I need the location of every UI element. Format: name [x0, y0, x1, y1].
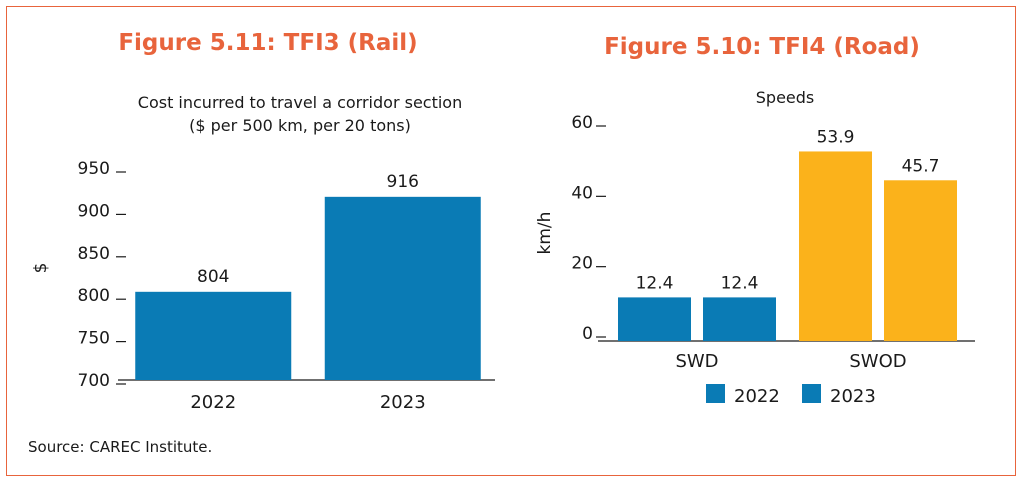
rail-x-tick-label: 2023 — [380, 392, 426, 413]
road-x-tick-label: SWOD — [849, 351, 906, 372]
rail-chart-subtitle-line1: Cost incurred to travel a corridor secti… — [138, 93, 462, 112]
rail-y-axis-label: $ — [31, 263, 51, 274]
rail-bar — [324, 196, 481, 380]
rail-y-tick-label: 850 — [78, 244, 110, 264]
road-bar — [703, 297, 776, 341]
road-chart: 0 20 40 60 12.4 12.4 SWD 53.9 45.7 SWOD 2022 2023 — [571, 113, 975, 407]
rail-y-tick-label: 750 — [78, 329, 110, 349]
road-chart-title: Figure 5.10: TFI4 (Road) — [604, 34, 920, 60]
road-bar — [618, 297, 691, 341]
rail-data-label: 916 — [387, 172, 419, 192]
rail-chart: 700 750 800 850 900 950 804 2022 916 2023 — [78, 159, 495, 413]
road-data-label: 45.7 — [902, 156, 940, 176]
road-y-tick-label: 40 — [571, 183, 593, 203]
road-y-tick-label: 20 — [571, 254, 593, 274]
road-y-tick-label: 0 — [582, 324, 593, 344]
road-data-label: 12.4 — [636, 273, 674, 293]
rail-bar — [135, 291, 292, 380]
legend-swatch — [706, 384, 725, 403]
road-data-label: 53.9 — [817, 127, 855, 147]
road-x-tick-label: SWD — [675, 351, 718, 372]
legend-label: 2022 — [734, 386, 780, 407]
rail-chart-title: Figure 5.11: TFI3 (Rail) — [118, 30, 417, 56]
rail-y-tick-label: 950 — [78, 159, 110, 179]
rail-x-tick-label: 2022 — [190, 392, 236, 413]
rail-chart-subtitle-line2: ($ per 500 km, per 20 tons) — [189, 116, 411, 135]
road-y-axis-label: km/h — [535, 212, 555, 255]
rail-y-tick-label: 800 — [78, 286, 110, 306]
road-data-label: 12.4 — [721, 273, 759, 293]
source-note: Source: CAREC Institute. — [28, 438, 212, 456]
road-legend: 2022 2023 — [706, 384, 876, 407]
road-bar — [799, 151, 872, 341]
road-chart-subtitle: Speeds — [756, 88, 815, 107]
rail-data-label: 804 — [197, 267, 229, 287]
rail-y-tick-label: 900 — [78, 201, 110, 221]
legend-label: 2023 — [830, 386, 876, 407]
road-y-tick-label: 60 — [571, 113, 593, 133]
rail-y-tick-label: 700 — [78, 371, 110, 391]
legend-swatch — [802, 384, 821, 403]
road-bar — [884, 180, 957, 341]
